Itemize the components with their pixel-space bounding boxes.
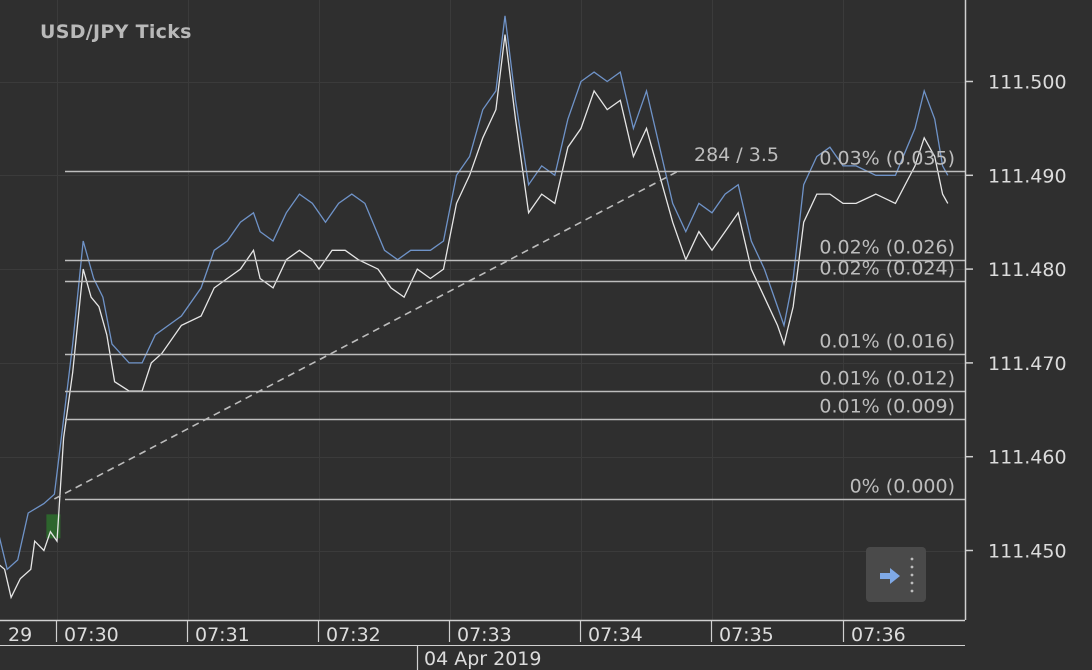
fib-level-label: 0.02% (0.026) bbox=[819, 237, 955, 259]
time-axis-label: 07:33 bbox=[457, 624, 512, 646]
price-axis-label: 111.460 bbox=[988, 447, 1067, 469]
time-axis-label: 07:32 bbox=[326, 624, 381, 646]
scroll-to-latest-button[interactable] bbox=[866, 547, 926, 602]
arrow-right-dots-icon bbox=[880, 557, 914, 593]
price-axis-label: 111.450 bbox=[988, 541, 1067, 563]
time-axis-label: 07:30 bbox=[64, 624, 119, 646]
fib-level-label: 0.01% (0.009) bbox=[819, 396, 955, 418]
price-line-ask bbox=[0, 15, 949, 571]
price-line-bid bbox=[0, 34, 949, 600]
fib-level-label: 0% (0.000) bbox=[850, 476, 955, 498]
fib-level-label: 0.01% (0.012) bbox=[819, 368, 955, 390]
fib-measure-label: 284 / 3.5 bbox=[694, 144, 779, 166]
fib-trend-line[interactable] bbox=[54, 169, 680, 500]
price-axis-label: 111.470 bbox=[988, 353, 1067, 375]
time-axis-label: 07:34 bbox=[588, 624, 643, 646]
price-axis-label: 111.500 bbox=[988, 72, 1067, 94]
time-axis-label: 07:35 bbox=[719, 624, 774, 646]
time-axis-label: 07:31 bbox=[195, 624, 250, 646]
time-axis-label: 07:36 bbox=[851, 624, 906, 646]
fib-level-label: 0.02% (0.024) bbox=[819, 258, 955, 280]
fib-level-label: 0.03% (0.035) bbox=[819, 148, 955, 170]
price-axis-label: 111.480 bbox=[988, 259, 1067, 281]
date-axis-label: 04 Apr 2019 bbox=[424, 648, 541, 670]
fib-level-label: 0.01% (0.016) bbox=[819, 331, 955, 353]
chart-title: USD/JPY Ticks bbox=[40, 21, 192, 43]
time-axis-label: 29 bbox=[8, 624, 32, 646]
price-axis-label: 111.490 bbox=[988, 165, 1067, 187]
